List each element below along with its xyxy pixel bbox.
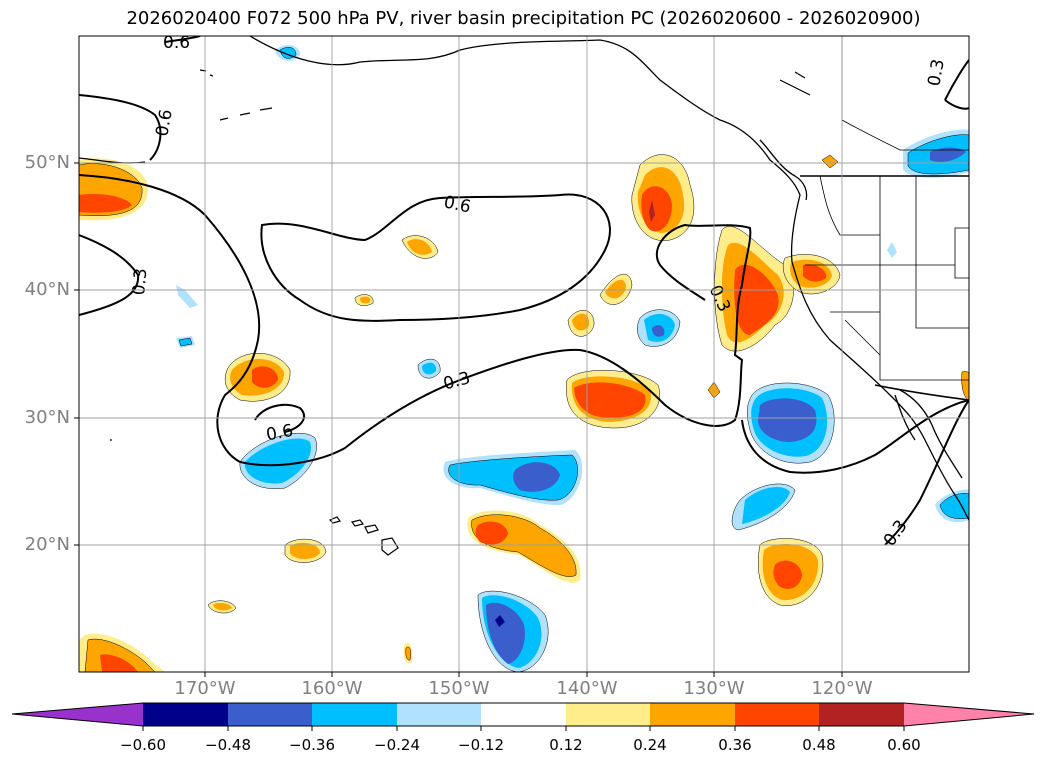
precip-blob-subtropical-positive [566,370,660,429]
colorbar-tick-label: 0.24 [633,736,667,754]
colorbar-segment [650,703,735,726]
colorbar-segment [904,703,1034,726]
colorbar-tick-label: 0.48 [802,736,836,754]
colorbar-tick-label: −0.36 [289,736,335,754]
colorbar-segment [228,703,312,726]
colorbar-segment [312,703,397,726]
bold-borders [800,175,969,401]
colorbar-segment [735,703,819,726]
colorbar-tick-label: −0.48 [205,736,251,754]
map-frame [78,35,970,673]
contour-label: 0.3 [129,267,151,296]
lon-label-130w: 130°W [683,678,745,699]
lon-label-120w: 120°W [811,678,873,699]
contour-label: 0.6 [442,192,473,217]
lat-label-30n: 30°N [24,407,70,428]
lat-label-40n: 40°N [24,279,70,300]
contour-label: 0.3 [441,368,472,394]
colorbar-segment [566,703,650,726]
precip-blob-negative-south [477,590,549,672]
precip-blob-central-positive [284,510,581,583]
colorbar-segment [481,703,566,726]
precip-blob-negative-southern-california [747,382,835,464]
colorbar-tick-label: −0.12 [458,736,504,754]
precip-blob-nevada [782,254,841,295]
gridlines [79,36,969,672]
precip-blob-negative-central [239,433,583,506]
precip-blob-negative-small [176,45,969,531]
contour-label: 0.3 [924,58,948,88]
lat-label-50n: 50°N [24,152,70,173]
colorbar [11,702,1035,731]
precip-blob-oregon [631,154,695,241]
contour-label: 0.6 [265,421,295,445]
lon-label-170w: 170°W [174,678,236,699]
colorbar-tick-label: 0.36 [718,736,752,754]
lon-label-140w: 140°W [556,678,618,699]
lon-label-150w: 150°W [428,678,490,699]
axis-ticks [74,162,843,677]
map-content: 0.6 0.6 0.6 0.3 0.3 0.3 0.3 0.6 0.3 [79,33,969,672]
pv-contours [79,36,969,546]
contour-label: 0.6 [163,33,190,53]
colorbar-segment [819,703,904,726]
precip-blob-west-positive [79,158,824,672]
colorbar-tick-label: 0.12 [549,736,583,754]
colorbar-segment [143,703,228,726]
map-title: 2026020400 F072 500 hPa PV, river basin … [126,8,921,29]
colorbar-segment [397,703,481,726]
colorbar-tick-label: −0.24 [374,736,420,754]
lat-label-20n: 20°N [24,534,70,555]
lon-label-160w: 160°W [301,678,363,699]
contour-label: 0.6 [152,108,176,138]
precip-blob-small-positive [207,154,969,664]
colorbar-segment [12,703,143,726]
colorbar-tick-label: 0.60 [887,736,921,754]
colorbar-tick-label: −0.60 [120,736,166,754]
